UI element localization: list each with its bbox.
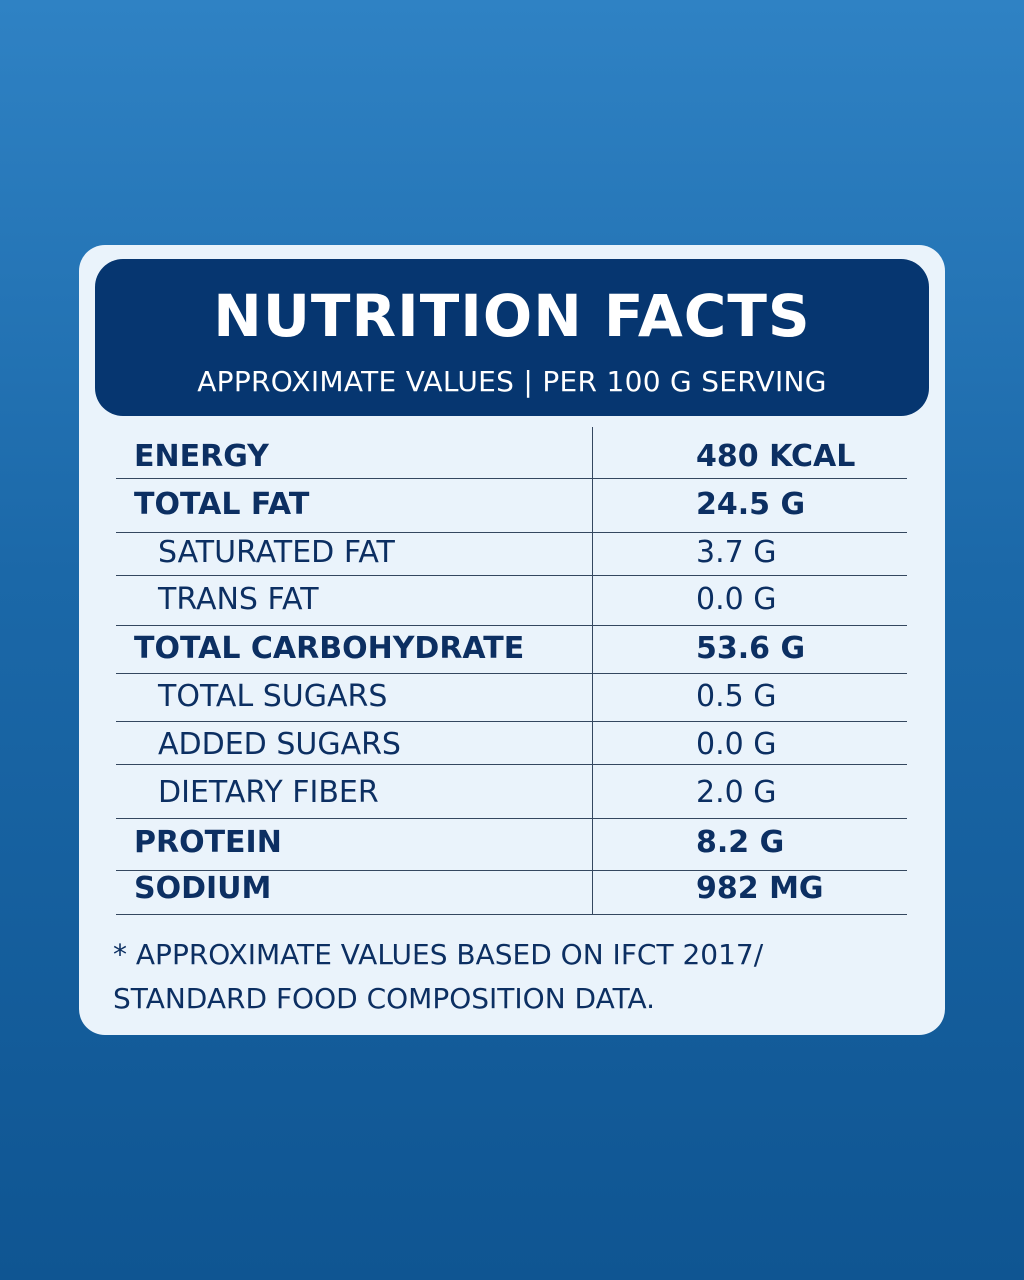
- nutrition-subtitle: APPROXIMATE VALUES | PER 100 G SERVING: [197, 365, 827, 398]
- table-row-total-fat: TOTAL FAT 24.5 G: [116, 479, 907, 533]
- nutrition-title: NUTRITION FACTS: [213, 282, 811, 350]
- row-divider: [116, 870, 907, 871]
- row-label: TOTAL FAT: [134, 487, 310, 522]
- table-row-total-sugars: TOTAL SUGARS 0.5 G: [116, 674, 907, 722]
- table-row-protein: PROTEIN 8.2 G: [116, 819, 907, 871]
- row-divider: [116, 914, 907, 915]
- footnote-line-2: STANDARD FOOD COMPOSITION DATA.: [113, 982, 656, 1015]
- footnote-line-1: * APPROXIMATE VALUES BASED ON IFCT 2017/: [113, 938, 764, 971]
- row-label: ENERGY: [134, 439, 269, 474]
- table-row-added-sugars: ADDED SUGARS 0.0 G: [116, 722, 907, 765]
- row-divider: [116, 818, 907, 819]
- row-value: 8.2 G: [696, 825, 785, 860]
- row-value: 480 KCAL: [696, 439, 856, 474]
- table-row-dietary-fiber: DIETARY FIBER 2.0 G: [116, 765, 907, 819]
- row-label: SODIUM: [134, 871, 272, 906]
- row-value: 0.0 G: [696, 582, 777, 617]
- row-label: TRANS FAT: [158, 582, 319, 617]
- row-label: DIETARY FIBER: [158, 775, 379, 810]
- table-row-saturated-fat: SATURATED FAT 3.7 G: [116, 533, 907, 576]
- table-row-energy: ENERGY 480 KCAL: [116, 427, 907, 479]
- row-label: TOTAL SUGARS: [158, 679, 388, 714]
- table-row-total-carbohydrate: TOTAL CARBOHYDRATE 53.6 G: [116, 626, 907, 674]
- row-value: 53.6 G: [696, 631, 806, 666]
- table-row-trans-fat: TRANS FAT 0.0 G: [116, 576, 907, 626]
- row-divider: [116, 764, 907, 765]
- row-value: 0.5 G: [696, 679, 777, 714]
- row-divider: [116, 673, 907, 674]
- row-divider: [116, 478, 907, 479]
- row-label: SATURATED FAT: [158, 535, 395, 570]
- footnote: * APPROXIMATE VALUES BASED ON IFCT 2017/…: [113, 933, 913, 1021]
- row-divider: [116, 625, 907, 626]
- row-value: 24.5 G: [696, 487, 806, 522]
- row-divider: [116, 575, 907, 576]
- row-value: 0.0 G: [696, 727, 777, 762]
- table-row-sodium: SODIUM 982 MG: [116, 871, 907, 915]
- nutrition-header: NUTRITION FACTS APPROXIMATE VALUES | PER…: [95, 259, 929, 416]
- row-label: ADDED SUGARS: [158, 727, 401, 762]
- row-label: PROTEIN: [134, 825, 282, 860]
- row-divider: [116, 721, 907, 722]
- row-value: 982 MG: [696, 871, 824, 906]
- row-label: TOTAL CARBOHYDRATE: [134, 631, 525, 666]
- nutrition-facts-card: NUTRITION FACTS APPROXIMATE VALUES | PER…: [79, 245, 945, 1035]
- row-value: 2.0 G: [696, 775, 777, 810]
- row-value: 3.7 G: [696, 535, 777, 570]
- column-divider: [592, 427, 593, 915]
- nutrition-table: ENERGY 480 KCAL TOTAL FAT 24.5 G SATURAT…: [116, 427, 907, 915]
- row-divider: [116, 532, 907, 533]
